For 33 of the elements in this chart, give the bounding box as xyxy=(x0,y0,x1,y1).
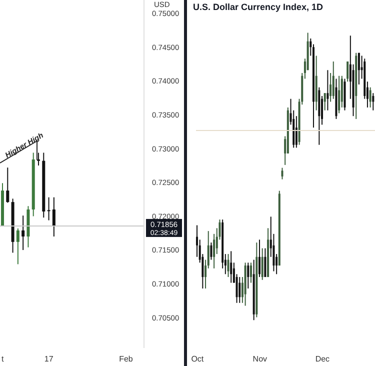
candlestick xyxy=(281,167,284,180)
candlestick xyxy=(261,248,264,280)
candlestick xyxy=(326,70,329,111)
candlestick xyxy=(16,228,20,265)
candlestick xyxy=(6,167,10,204)
x-tick-label: Feb xyxy=(119,354,134,364)
x-tick-label: Dec xyxy=(315,354,330,364)
x-tick-label: Nov xyxy=(252,354,268,364)
candlestick xyxy=(227,254,230,278)
candlestick xyxy=(358,52,360,85)
candlestick xyxy=(264,248,266,278)
candlestick xyxy=(247,262,250,290)
candlestick xyxy=(47,196,50,221)
candlestick xyxy=(258,239,261,278)
x-tick-label: t xyxy=(1,354,4,364)
candlestick xyxy=(230,250,232,284)
candlestick xyxy=(250,262,252,284)
candlestick xyxy=(210,242,212,260)
candlestick xyxy=(338,75,340,114)
candlestick xyxy=(37,152,40,166)
candlestick xyxy=(238,276,241,304)
candlestick xyxy=(295,116,298,148)
candlestick xyxy=(330,72,332,102)
candlestick xyxy=(332,60,334,100)
candlestick xyxy=(369,86,372,108)
candlestick xyxy=(52,196,56,238)
chart-title: U.S. Dollar Currency Index, 1D xyxy=(193,2,324,12)
x-tick-label: 17 xyxy=(44,354,54,364)
candlestick xyxy=(346,60,349,82)
candlestick xyxy=(324,92,326,111)
candlestick xyxy=(372,92,374,111)
candlestick xyxy=(22,215,25,251)
x-tick-label: Oct xyxy=(191,354,204,364)
